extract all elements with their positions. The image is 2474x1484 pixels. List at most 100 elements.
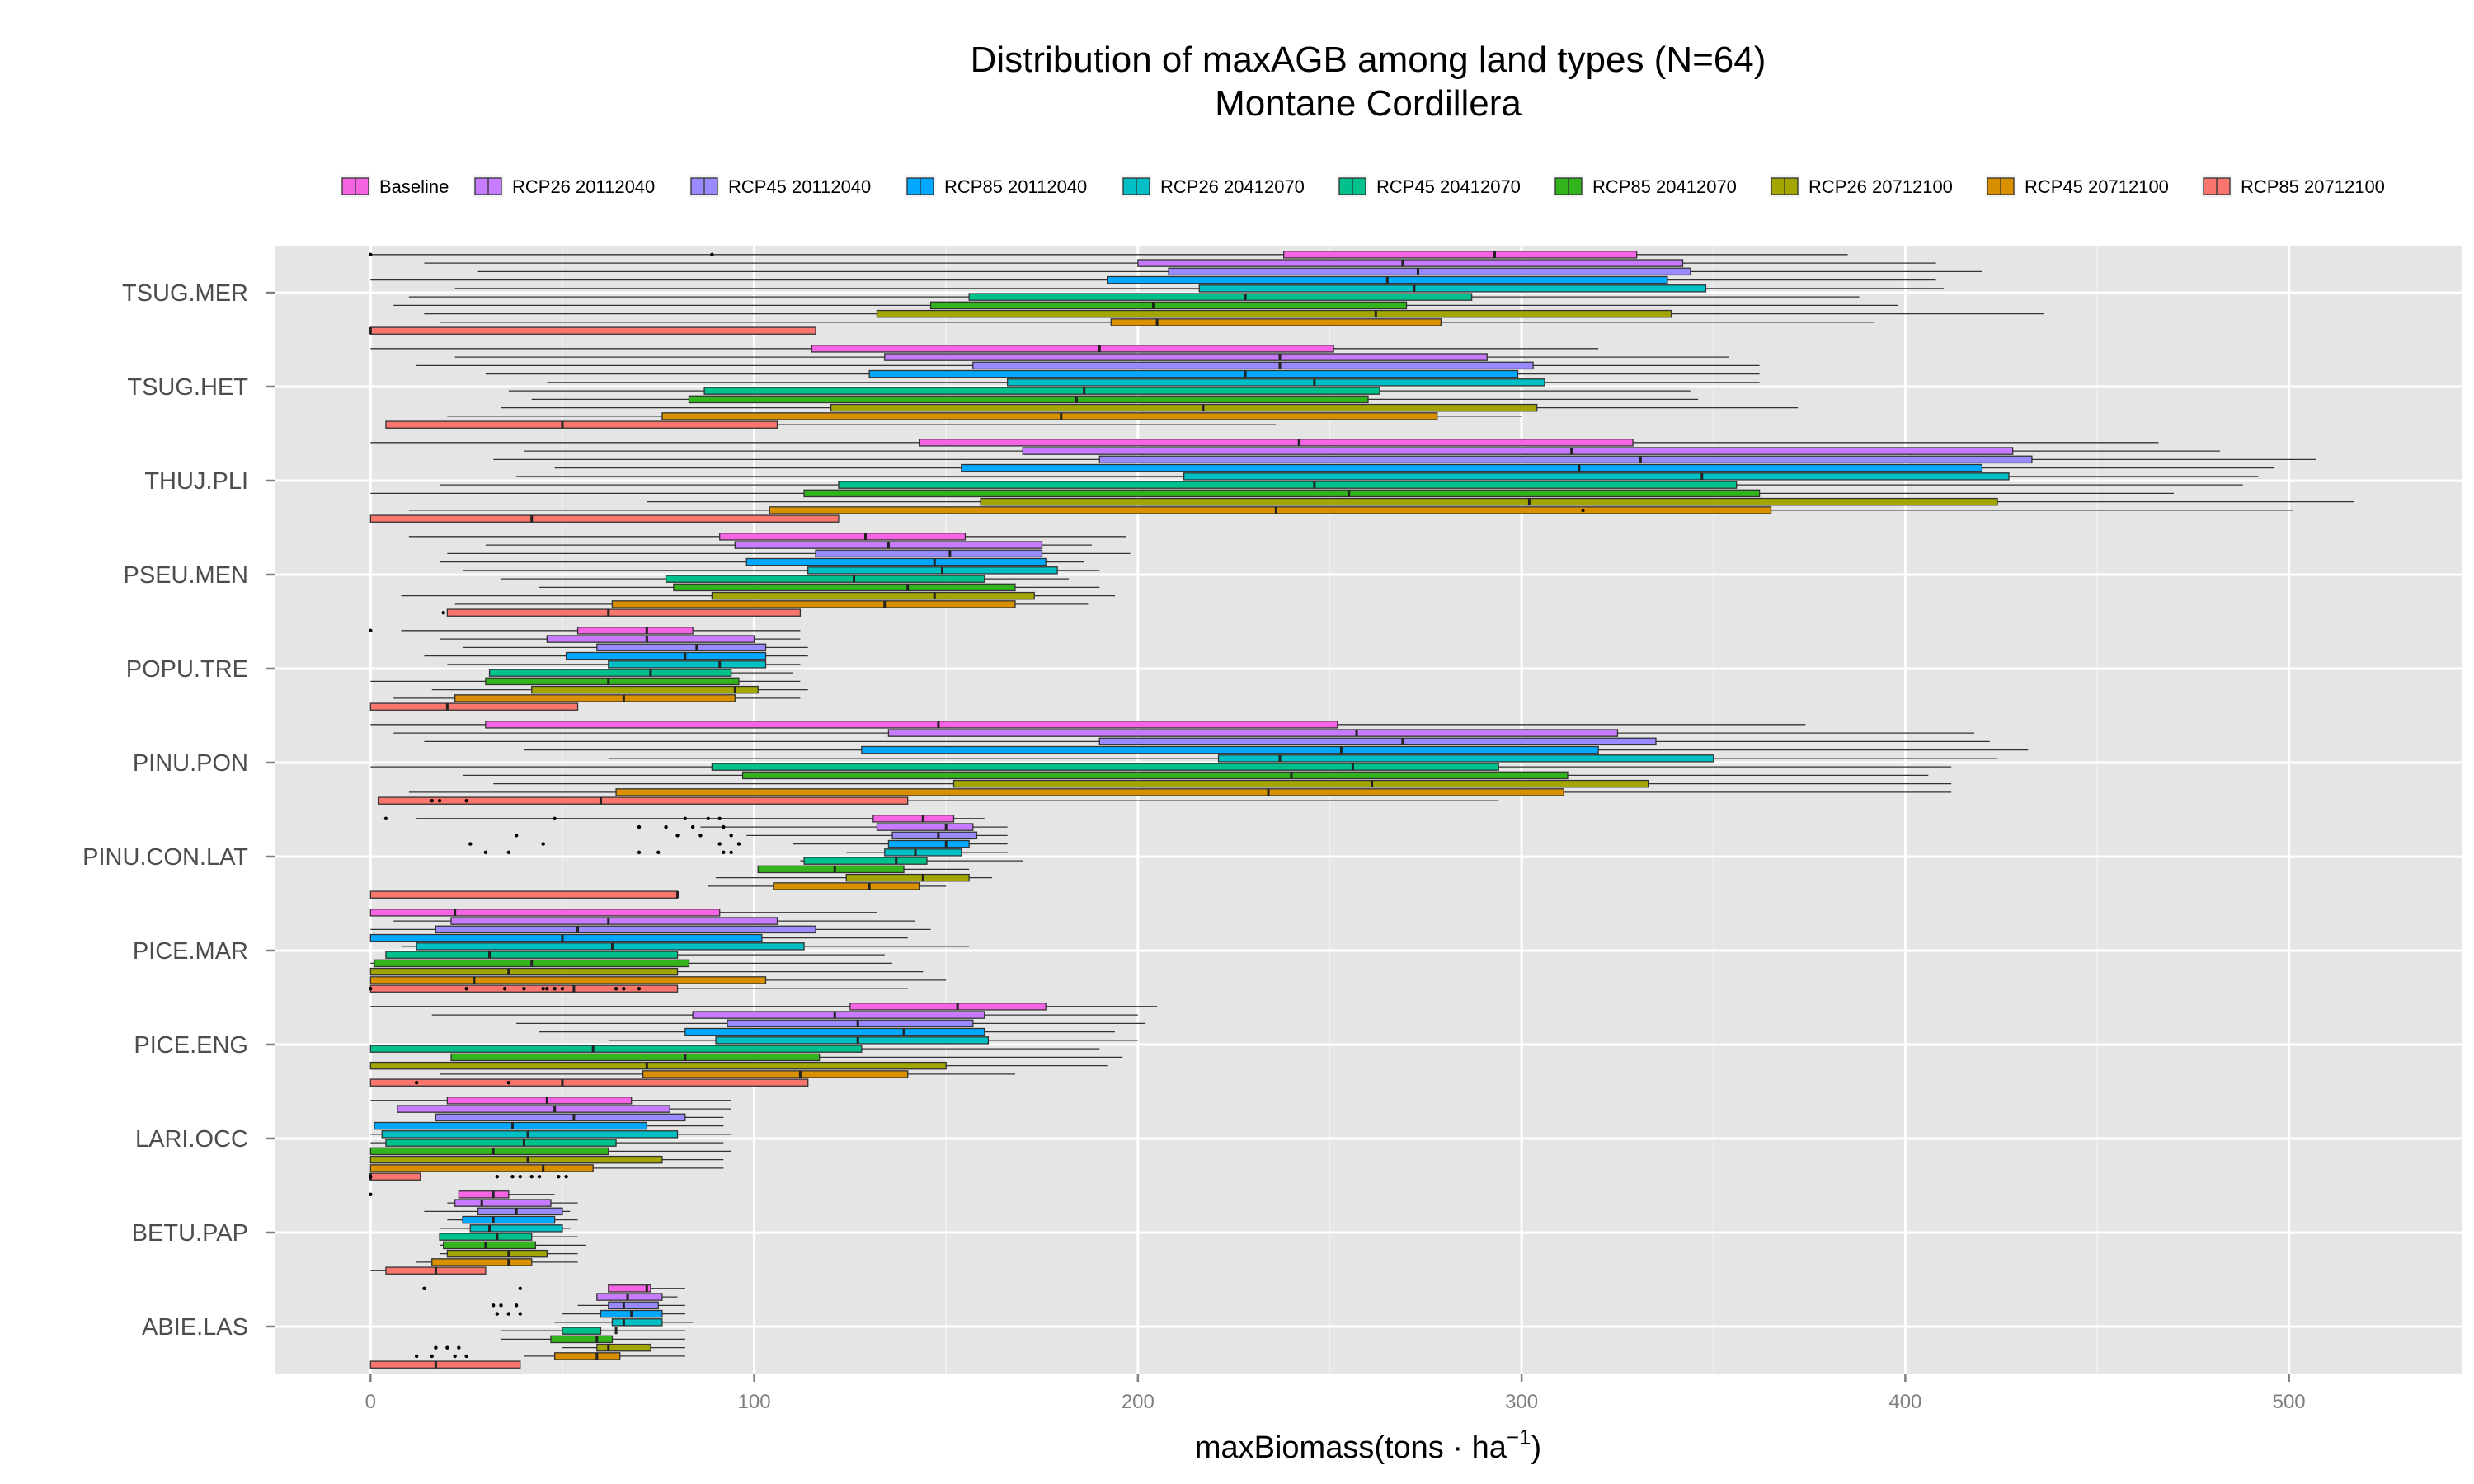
box-iqr — [1217, 754, 1714, 763]
box-iqr — [1022, 447, 2014, 455]
box-iqr — [1007, 378, 1545, 387]
box-TSUG.MER-0 — [370, 251, 1848, 259]
box-iqr — [369, 1360, 521, 1369]
box-PICE.MAR-6 — [370, 959, 893, 968]
outlier-point — [383, 816, 388, 821]
box-iqr — [381, 1130, 679, 1139]
outlier-point — [369, 1174, 373, 1179]
box-iqr — [458, 1190, 510, 1199]
box-iqr — [454, 1199, 552, 1207]
y-tick-label: POPU.TRE — [126, 656, 248, 683]
outlier-point — [545, 986, 549, 991]
box-iqr — [745, 557, 1047, 566]
chart-subtitle: Montane Cordillera — [1215, 83, 1522, 124]
box-POPU.TRE-0 — [401, 627, 801, 635]
box-iqr — [961, 463, 1983, 472]
box-iqr — [435, 1113, 686, 1122]
outlier-point — [518, 1312, 522, 1316]
outlier-point — [422, 1286, 426, 1291]
box-PICE.ENG-3 — [539, 1027, 1115, 1036]
box-iqr — [769, 506, 1772, 514]
box-TSUG.HET-0 — [370, 345, 1599, 353]
box-BETU.PAP-4 — [440, 1224, 571, 1233]
box-POPU.TRE-3 — [424, 651, 808, 660]
box-LARI.OCC-0 — [370, 1097, 731, 1105]
box-LARI.OCC-2 — [435, 1113, 724, 1122]
box-PINU.CON.LAT-6 — [757, 865, 970, 874]
box-iqr — [477, 1207, 563, 1216]
box-PICE.ENG-5 — [369, 1045, 1100, 1053]
box-PICE.MAR-0 — [369, 909, 877, 917]
box-iqr — [849, 1003, 1047, 1011]
box-iqr — [719, 533, 967, 541]
outlier-point — [656, 850, 661, 855]
box-ABIE.LAS-0 — [608, 1284, 685, 1293]
box-TSUG.MER-1 — [424, 259, 1936, 267]
box-iqr — [803, 489, 1761, 498]
box-iqr — [565, 651, 767, 660]
box-ABIE.LAS-8 — [524, 1352, 685, 1360]
box-PICE.MAR-5 — [385, 951, 885, 959]
box-iqr — [454, 694, 736, 702]
box-iqr — [369, 976, 767, 984]
outlier-point — [736, 842, 741, 846]
box-iqr — [416, 942, 805, 951]
box-POPU.TRE-6 — [370, 677, 801, 686]
outlier-point — [495, 1174, 500, 1179]
box-PINU.PON-5 — [370, 763, 1952, 771]
box-iqr — [673, 583, 1016, 592]
box-iqr — [385, 951, 679, 959]
box-iqr — [703, 387, 1380, 395]
box-POPU.TRE-7 — [431, 685, 808, 694]
box-iqr — [876, 823, 974, 831]
box-PINU.CON.LAT-5 — [800, 857, 1023, 865]
box-iqr — [446, 608, 802, 617]
x-tick-label: 100 — [738, 1391, 771, 1413]
box-iqr — [531, 685, 759, 694]
box-PINU.PON-8 — [408, 788, 1952, 796]
box-BETU.PAP-8 — [416, 1258, 578, 1266]
legend-item: Baseline — [339, 174, 449, 199]
box-iqr — [450, 917, 778, 925]
box-TSUG.HET-8 — [447, 412, 1522, 420]
box-iqr — [369, 1045, 863, 1053]
box-iqr — [369, 1061, 947, 1070]
box-PINU.PON-4 — [608, 754, 1998, 763]
box-PICE.ENG-1 — [431, 1011, 1138, 1019]
box-PICE.ENG-6 — [450, 1053, 1123, 1062]
legend-label: RCP26 20712100 — [1808, 176, 1953, 197]
legend-label: RCP26 20112040 — [512, 176, 655, 197]
outlier-point — [717, 816, 722, 821]
box-iqr — [1183, 472, 2010, 481]
box-THUJ.PLI-7 — [647, 497, 2354, 506]
y-tick-label: TSUG.HET — [127, 374, 248, 401]
legend-label: RCP85 20712100 — [2241, 176, 2385, 197]
outlier-point — [537, 1174, 542, 1179]
box-iqr — [861, 745, 1599, 754]
box-iqr — [369, 933, 763, 942]
legend-item: RCP85 20412070 — [1552, 174, 1737, 199]
box-PINU.CON.LAT-0 — [416, 815, 985, 823]
outlier-point — [722, 824, 726, 829]
y-axis: TSUG.MER TSUG.HET THUJ.PLI PSEU.MEN POPU.TRE… — [82, 280, 275, 1341]
box-PINU.PON-9 — [377, 796, 1499, 805]
box-THUJ.PLI-0 — [370, 439, 2159, 447]
box-TSUG.HET-4 — [547, 378, 1760, 387]
box-iqr — [397, 1105, 670, 1113]
box-PICE.ENG-2 — [516, 1019, 1146, 1028]
box-iqr — [546, 635, 755, 643]
box-iqr — [446, 1249, 548, 1258]
x-axis: 0 100 200 300 400 500 — [365, 1374, 2306, 1413]
box-LARI.OCC-4 — [370, 1130, 731, 1139]
box-PSEU.MEN-1 — [485, 541, 1093, 549]
x-tick-label: 400 — [1888, 1391, 1921, 1413]
outlier-point — [483, 850, 488, 855]
y-tick-label: BETU.PAP — [132, 1220, 248, 1247]
box-ABIE.LAS-5 — [501, 1327, 685, 1335]
box-iqr — [488, 669, 732, 677]
box-PICE.MAR-1 — [393, 917, 915, 925]
box-BETU.PAP-6 — [440, 1241, 586, 1250]
outlier-point — [430, 798, 434, 803]
box-POPU.TRE-5 — [488, 669, 793, 677]
box-iqr — [608, 660, 767, 669]
